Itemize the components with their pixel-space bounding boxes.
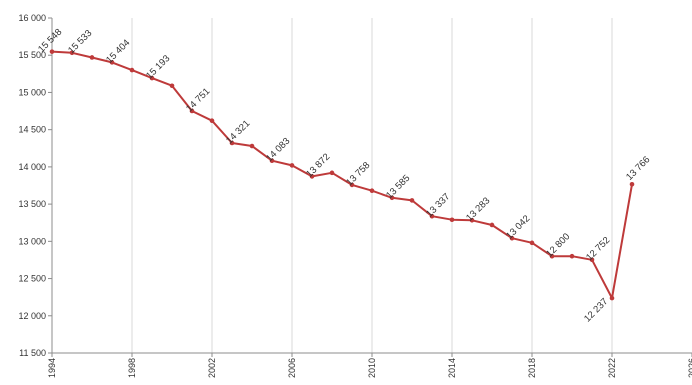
data-label: 14 751 — [184, 86, 212, 114]
x-tick-label: 1998 — [127, 358, 137, 378]
data-label: 13 766 — [624, 154, 652, 182]
data-point — [129, 67, 135, 73]
data-label: 13 283 — [464, 195, 492, 223]
data-point — [329, 170, 335, 176]
x-tick-label: 2018 — [527, 358, 537, 378]
data-point — [469, 217, 475, 223]
data-point — [369, 188, 375, 194]
data-point — [229, 140, 235, 146]
grid — [131, 18, 613, 353]
y-tick-label: 11 500 — [19, 348, 46, 358]
y-tick-label: 13 500 — [18, 199, 46, 209]
data-point — [629, 182, 635, 187]
data-point — [249, 143, 255, 149]
data-point — [529, 240, 535, 246]
data-point — [489, 222, 495, 228]
data-label: 13 042 — [504, 213, 532, 241]
data-point — [269, 158, 275, 164]
data-point — [109, 60, 115, 65]
data-point — [429, 213, 435, 219]
x-tick-label: 1994 — [47, 358, 57, 378]
data-label: 15 404 — [104, 37, 132, 65]
x-tick-label: 2010 — [367, 358, 377, 378]
data-point — [209, 118, 215, 124]
data-point — [569, 253, 575, 259]
data-point — [509, 235, 515, 241]
series-line — [51, 50, 633, 300]
data-label: 14 321 — [224, 118, 252, 146]
data-point — [189, 108, 195, 114]
data-label: 14 083 — [264, 136, 292, 164]
data-label: 12 237 — [582, 296, 610, 324]
data-point — [589, 257, 595, 263]
data-point — [549, 253, 555, 259]
data-label: 12 752 — [584, 235, 612, 263]
data-point — [289, 163, 295, 168]
series — [49, 49, 635, 301]
x-tick-label: 2002 — [207, 358, 217, 378]
data-point — [389, 195, 395, 201]
x-axis-ticks: 1994 1998 2002 2006 2010 2014 2018 2022 2026 — [47, 353, 692, 378]
y-tick-label: 12 500 — [18, 274, 46, 284]
data-point — [49, 49, 55, 54]
x-tick-label: 2026 — [687, 358, 692, 378]
data-point — [149, 75, 155, 81]
data-label: 13 585 — [384, 173, 412, 201]
data-point — [169, 83, 175, 89]
data-point — [409, 198, 415, 203]
data-label: 13 337 — [424, 191, 452, 219]
y-tick-label: 16 000 — [18, 13, 46, 23]
y-tick-label: 14 000 — [18, 162, 46, 172]
data-point — [609, 295, 615, 301]
data-point — [69, 50, 75, 56]
y-tick-label: 13 000 — [18, 236, 46, 246]
y-tick-label: 12 000 — [18, 311, 46, 321]
data-point — [309, 174, 315, 179]
x-tick-label: 2014 — [447, 358, 457, 378]
y-tick-label: 15 500 — [18, 50, 46, 60]
data-point — [449, 217, 455, 223]
data-label: 15 193 — [144, 53, 172, 81]
data-label: 13 758 — [344, 160, 372, 188]
data-label: 15 533 — [66, 28, 94, 56]
y-tick-label: 15 000 — [18, 87, 46, 97]
x-tick-label: 2006 — [287, 358, 297, 378]
data-point — [89, 55, 95, 60]
x-tick-label: 2022 — [607, 358, 617, 378]
y-tick-label: 14 500 — [18, 125, 46, 135]
y-axis-ticks: 11 500 12 000 12 500 13 000 13 500 14 000 14 5… — [18, 13, 52, 358]
data-point — [349, 182, 355, 188]
